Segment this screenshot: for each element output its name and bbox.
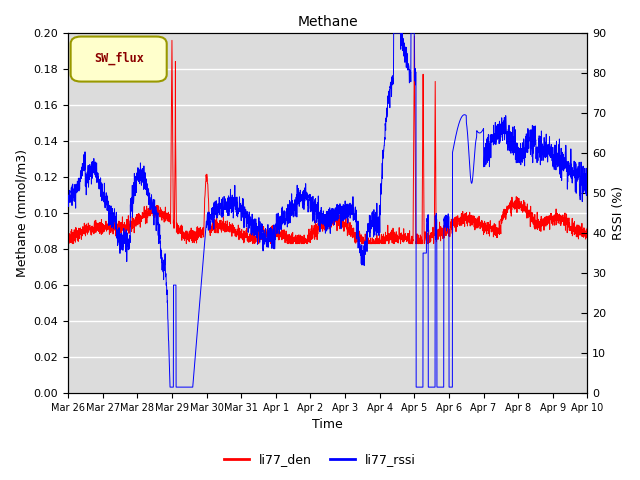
Y-axis label: Methane (mmol/m3): Methane (mmol/m3): [15, 149, 28, 277]
Text: SW_flux: SW_flux: [94, 52, 144, 65]
Y-axis label: RSSI (%): RSSI (%): [612, 186, 625, 240]
Title: Methane: Methane: [298, 15, 358, 29]
X-axis label: Time: Time: [312, 419, 343, 432]
FancyBboxPatch shape: [70, 36, 166, 82]
Legend: li77_den, li77_rssi: li77_den, li77_rssi: [219, 448, 421, 471]
